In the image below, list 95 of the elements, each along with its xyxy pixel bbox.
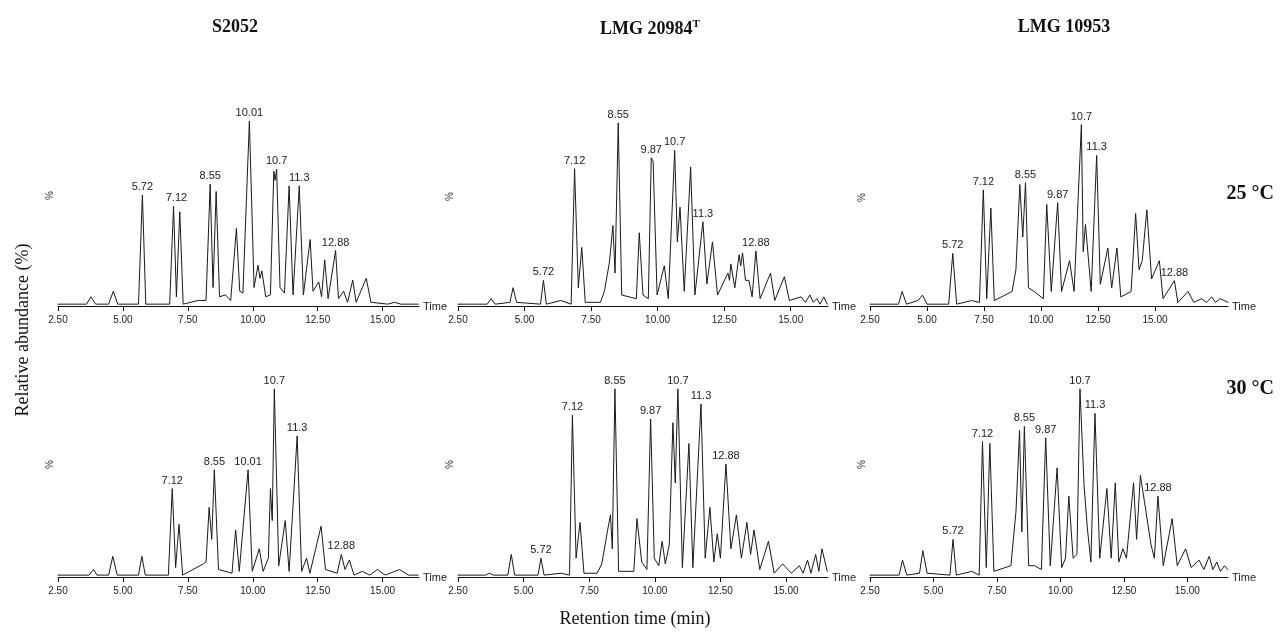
annotation: 11.3 [286, 420, 308, 433]
annotation: 5.72 [942, 524, 964, 537]
chart-title: S2052 [211, 16, 259, 36]
annotation: 9.87 [1034, 422, 1057, 435]
x-tick-label: 10.00 [240, 313, 266, 325]
annotation: 9.87 [639, 403, 662, 416]
text: Relative abundance (%) [11, 243, 33, 417]
text: 25 °C [1226, 180, 1275, 203]
x-tick-label: 7.50 [581, 313, 602, 325]
annotation: 10.7 [1070, 109, 1093, 122]
y-axis-title: % [855, 459, 867, 469]
annotation: 12.88 [742, 236, 770, 249]
annotation: 5.72 [131, 180, 154, 193]
x-tick-label: 12.50 [711, 313, 738, 325]
annotation: 11.3 [288, 170, 310, 183]
x-tick-label: 2.50 [448, 313, 469, 325]
annotation: 12.88 [1160, 265, 1189, 278]
annotation: 10.7 [663, 135, 686, 148]
x-tick-label: 7.50 [178, 313, 199, 325]
x-tick-label: 7.50 [579, 584, 600, 596]
x-tick-label: 10.00 [645, 313, 671, 325]
x-axis-title: Time [1232, 300, 1257, 312]
annotation: 5.72 [530, 543, 552, 556]
x-tick-label: 2.50 [48, 584, 69, 596]
annotation: 8.55 [1013, 411, 1036, 424]
annotation: 10.7 [667, 373, 689, 386]
x-axis-title: Time [1232, 571, 1257, 583]
x-tick-label: 10.00 [1028, 313, 1054, 325]
annotation: 12.88 [712, 449, 740, 462]
x-tick-label: 5.00 [923, 584, 944, 596]
x-tick-label: 15.00 [370, 584, 396, 596]
annotation: 11.3 [1084, 398, 1106, 411]
x-tick-label: 15.00 [1174, 584, 1201, 596]
annotation: 8.55 [203, 454, 226, 467]
x-tick-label: 12.50 [1085, 313, 1111, 325]
x-tick-label: 5.00 [113, 584, 134, 596]
x-tick-label: 2.50 [448, 584, 469, 596]
y-axis-title: % [43, 459, 55, 469]
annotation: 12.88 [321, 235, 350, 248]
x-tick-label: 2.50 [48, 313, 69, 325]
annotation: 11.3 [692, 206, 714, 219]
x-tick-label: 10.00 [642, 584, 668, 596]
annotation: 8.55 [604, 373, 626, 386]
x-tick-label: 12.50 [707, 584, 734, 596]
x-tick-label: 5.00 [513, 584, 534, 596]
x-tick-label: 7.50 [178, 584, 199, 596]
x-tick-label: 5.00 [917, 313, 938, 325]
x-tick-label: 5.00 [113, 313, 134, 325]
chart-title: LMG 10953 [1017, 16, 1111, 36]
chart-subtitle: 30 °C [1226, 376, 1275, 399]
x-tick-label: 15.00 [778, 313, 804, 325]
x-tick-label: 15.00 [370, 313, 396, 325]
x-tick-label: 12.50 [305, 584, 331, 596]
annotation: 10.7 [1069, 373, 1091, 386]
y-axis-title: % [855, 192, 867, 202]
annotation: 7.12 [971, 426, 994, 439]
text: Retention time (min) [558, 608, 712, 629]
annotation: 11.3 [690, 388, 712, 401]
x-axis-title: Time [832, 571, 857, 583]
annotation: 8.55 [607, 107, 629, 120]
annotation: 10.01 [234, 454, 262, 467]
annotation: 9.87 [640, 142, 662, 155]
annotation: 5.72 [942, 238, 964, 251]
annotation: 10.7 [265, 154, 288, 167]
annotation: 7.12 [563, 153, 586, 166]
annotation: 12.88 [1144, 481, 1172, 494]
x-tick-label: 5.00 [514, 313, 535, 325]
annotation: 7.12 [165, 191, 188, 204]
annotation: 9.87 [1046, 187, 1069, 200]
annotation: 11.3 [1086, 140, 1107, 153]
annotation: 10.7 [263, 373, 286, 386]
annotation: 10.01 [235, 106, 264, 119]
x-tick-label: 12.50 [1111, 584, 1137, 596]
x-axis-title: Time [422, 300, 448, 312]
x-axis-title: Time [832, 300, 857, 312]
y-axis-title: % [443, 191, 455, 201]
annotation: 7.12 [161, 473, 183, 486]
annotation: 8.55 [1014, 167, 1037, 180]
annotation: 8.55 [199, 169, 221, 182]
y-axis-title: % [43, 190, 55, 200]
x-tick-label: 10.00 [240, 584, 266, 596]
x-tick-label: 12.50 [305, 313, 331, 325]
x-tick-label: 2.50 [860, 313, 881, 325]
y-axis-title: % [443, 459, 455, 469]
annotation: 5.72 [532, 265, 555, 278]
x-tick-label: 7.50 [974, 313, 995, 325]
x-tick-label: 15.00 [773, 584, 799, 596]
annotation: 7.12 [561, 400, 584, 413]
x-tick-label: 7.50 [987, 584, 1008, 596]
annotation: 7.12 [972, 174, 995, 187]
annotation: 12.88 [327, 539, 356, 552]
x-tick-label: 15.00 [1142, 313, 1168, 325]
x-tick-label: 10.00 [1047, 584, 1074, 596]
x-tick-label: 2.50 [860, 584, 881, 596]
x-axis-title: Time [422, 571, 448, 583]
